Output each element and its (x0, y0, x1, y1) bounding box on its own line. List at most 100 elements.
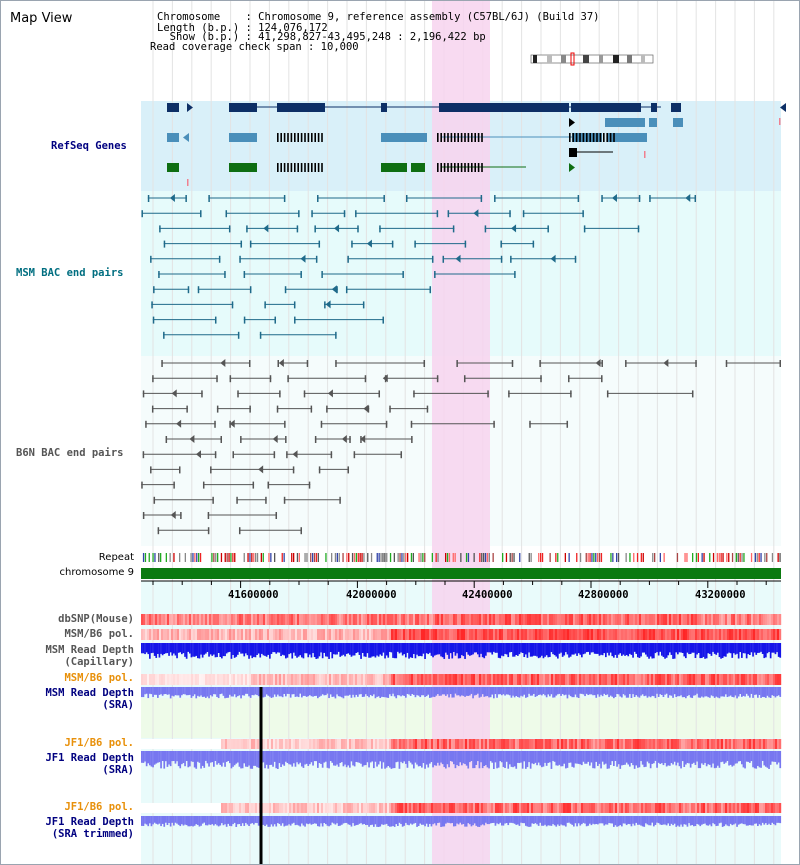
depth-bar (241, 643, 244, 654)
heat-cell (739, 674, 742, 685)
heat-cell (215, 614, 218, 625)
depth-bar (587, 816, 590, 826)
depth-bar (693, 751, 695, 763)
depth-bar (473, 687, 476, 696)
depth-bar (145, 643, 148, 653)
repeat-element (437, 553, 439, 562)
heat-cell (239, 614, 242, 625)
heat-cell (645, 629, 648, 640)
heat-cell (599, 674, 602, 685)
heat-cell (307, 674, 310, 685)
track-label-refseq[interactable]: RefSeq Genes (51, 140, 127, 152)
depth-bar (357, 816, 359, 825)
heat-cell (747, 674, 750, 685)
track-label-b6n-bac[interactable]: B6N BAC end pairs (16, 447, 124, 459)
heat-cell (707, 614, 710, 625)
depth-bar (449, 751, 452, 762)
heat-cell (167, 674, 170, 685)
repeat-element (511, 553, 513, 562)
depth-bar (408, 687, 410, 695)
heat-cell (569, 803, 572, 813)
track-label-dbsnp[interactable]: dbSNP(Mouse) (58, 613, 134, 625)
bac-end (391, 240, 394, 248)
depth-bar (555, 643, 558, 657)
heat-cell (309, 614, 312, 625)
heat-cell (653, 674, 656, 685)
heat-cell (253, 739, 256, 749)
heat-cell (391, 803, 394, 813)
depth-bar (238, 687, 241, 696)
heat-cell (421, 629, 424, 640)
depth-bar (589, 816, 591, 824)
depth-bar (568, 816, 570, 823)
depth-bar (294, 643, 297, 656)
depth-bar (171, 687, 174, 696)
depth-bar (696, 643, 698, 655)
heat-cell (235, 614, 238, 625)
depth-bar (371, 751, 374, 762)
heat-cell (713, 629, 716, 640)
heat-cell (749, 674, 752, 685)
heat-cell (741, 614, 744, 625)
depth-bar (680, 687, 682, 696)
track-label-msm-depth-sra[interactable]: MSM Read Depth (45, 687, 134, 699)
depth-bar (147, 687, 150, 699)
track-label-msm-depth-capillary[interactable]: MSM Read Depth (45, 644, 134, 656)
depth-bar (550, 687, 553, 695)
heat-cell (493, 629, 496, 640)
track-label-msm-b6-pol[interactable]: MSM/B6 pol. (64, 628, 134, 640)
track-label-jf1-depth-sra[interactable]: JF1 Read Depth (45, 752, 134, 764)
heat-cell (359, 803, 362, 813)
track-label-jf1-depth-trimmed[interactable]: JF1 Read Depth (45, 816, 134, 828)
depth-bar (161, 687, 164, 696)
heat-cell (505, 803, 508, 813)
depth-bar (152, 751, 154, 768)
depth-bar (317, 751, 319, 768)
heat-cell (685, 629, 688, 640)
heat-cell (627, 674, 630, 685)
heat-cell (235, 629, 238, 640)
track-label-jf1-b6-pol-2[interactable]: JF1/B6 pol. (64, 801, 134, 813)
exon-mark (582, 133, 585, 142)
depth-bar (374, 816, 377, 825)
heat-cell (367, 803, 370, 813)
depth-bar (270, 751, 273, 765)
depth-bar (577, 816, 580, 824)
heat-cell (325, 629, 328, 640)
exon-mark (294, 133, 296, 142)
depth-bar (576, 816, 578, 827)
repeat-element (247, 553, 249, 562)
heat-cell (333, 803, 336, 813)
depth-bar (493, 687, 495, 699)
heat-cell (211, 614, 214, 625)
exon-mark (460, 133, 463, 142)
depth-bar (417, 816, 420, 827)
depth-bar (408, 816, 410, 826)
track-label-msm-b6-pol-2[interactable]: MSM/B6 pol. (64, 672, 134, 684)
depth-bar (609, 687, 612, 696)
heat-cell (407, 674, 410, 685)
depth-bar (157, 687, 159, 698)
heat-cell (555, 739, 558, 749)
depth-bar (301, 751, 303, 767)
track-label-repeat[interactable]: Repeat (98, 552, 134, 563)
track-label-jf1-b6-pol[interactable]: JF1/B6 pol. (64, 737, 134, 749)
heat-cell (221, 739, 224, 749)
heat-cell (497, 674, 500, 685)
heat-cell (359, 674, 362, 685)
bac-end (240, 240, 243, 248)
depth-bar (526, 816, 529, 827)
heat-cell (441, 674, 444, 685)
track-label-msm-bac[interactable]: MSM BAC end pairs (16, 267, 124, 279)
bac-arrow (169, 194, 175, 202)
repeat-element (703, 553, 705, 562)
depth-bar (317, 643, 319, 659)
heat-cell (267, 674, 270, 685)
depth-bar (291, 687, 294, 695)
depth-bar (211, 816, 214, 825)
depth-bar (185, 816, 188, 826)
heat-cell (287, 614, 290, 625)
depth-bar (329, 816, 332, 826)
repeat-element (380, 553, 382, 562)
depth-bar (483, 687, 486, 697)
